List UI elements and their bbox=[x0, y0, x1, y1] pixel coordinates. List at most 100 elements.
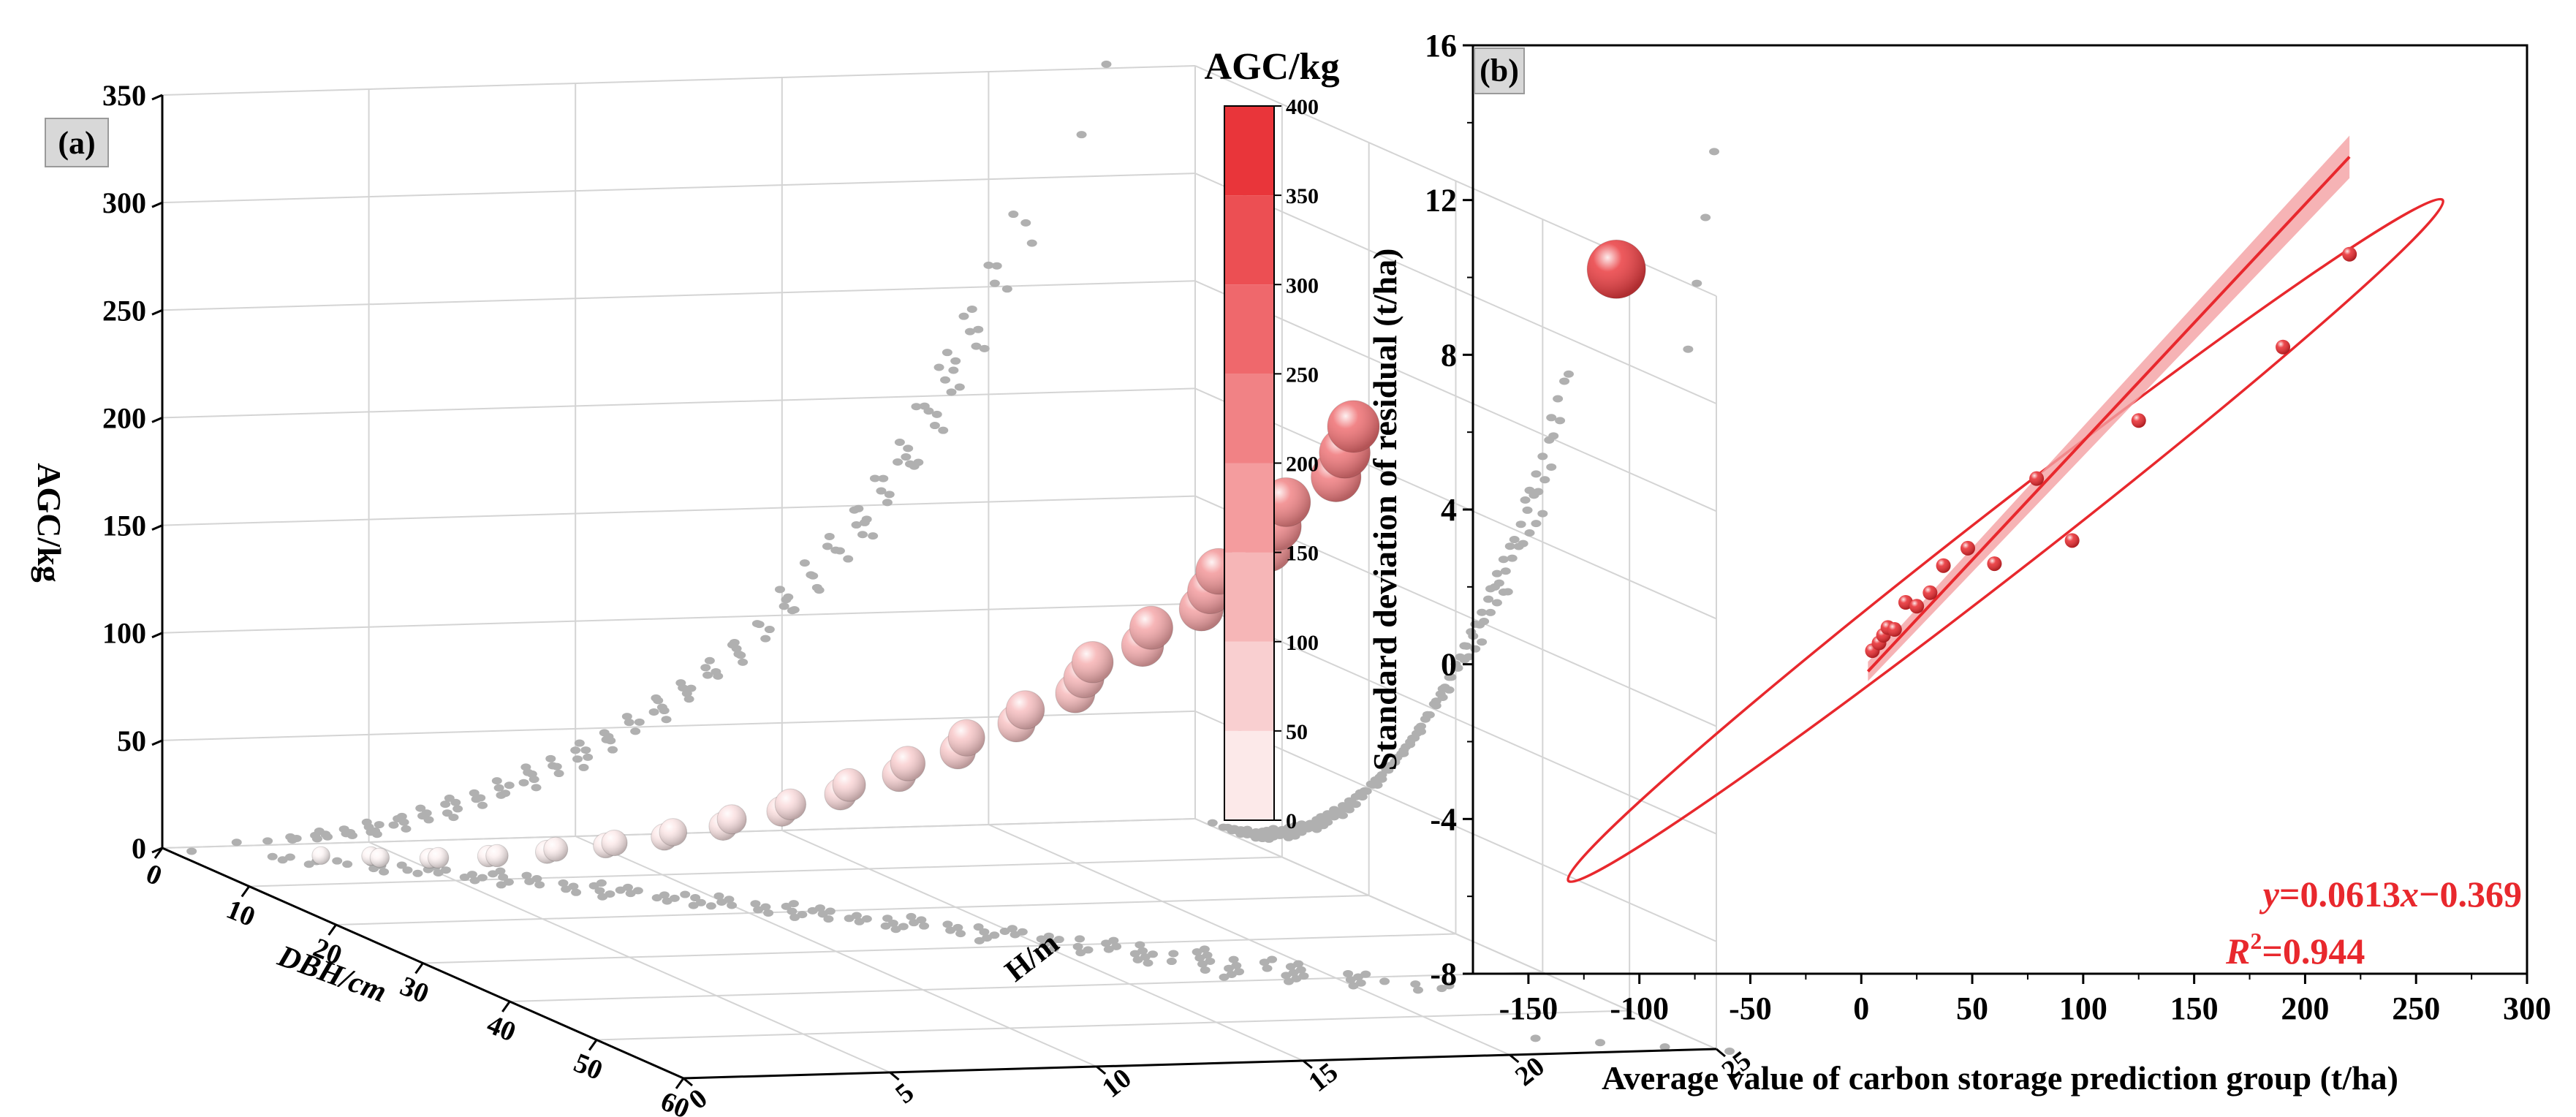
projection-point bbox=[440, 800, 451, 809]
bubble-shade bbox=[428, 847, 449, 868]
confidence-ellipse-path bbox=[1567, 197, 2445, 884]
projection-point bbox=[680, 890, 691, 898]
projection-point bbox=[621, 713, 632, 721]
projection-point bbox=[1539, 476, 1550, 484]
projection-point bbox=[1531, 520, 1542, 528]
projection-point bbox=[459, 873, 470, 881]
projection-point bbox=[1410, 980, 1421, 988]
projection-point bbox=[1228, 955, 1239, 963]
projection-point bbox=[1345, 976, 1356, 984]
projection-point bbox=[520, 763, 531, 771]
projection-point bbox=[1129, 950, 1140, 958]
bubble bbox=[427, 847, 450, 869]
projection-point bbox=[824, 532, 835, 540]
y-tick bbox=[683, 1077, 693, 1087]
projection-point bbox=[388, 821, 399, 829]
y-tick-label: 20 bbox=[1509, 1051, 1550, 1092]
x-tick bbox=[588, 1039, 598, 1051]
projection-point bbox=[876, 487, 887, 495]
bubble-shade bbox=[890, 746, 925, 781]
bubble bbox=[601, 829, 628, 857]
grid-line bbox=[988, 824, 1510, 1056]
projection-point bbox=[186, 847, 197, 855]
panel-a-bubbles bbox=[311, 239, 1646, 869]
projection-point bbox=[1409, 734, 1420, 742]
grid-line bbox=[575, 836, 1097, 1067]
projection-point bbox=[1020, 219, 1031, 227]
fit-line bbox=[1866, 156, 2351, 673]
z-tick-label: 350 bbox=[102, 79, 146, 112]
projection-point bbox=[787, 907, 798, 915]
bubble bbox=[832, 768, 866, 802]
projection-point bbox=[931, 410, 942, 418]
projection-point bbox=[750, 900, 761, 908]
projection-point bbox=[1219, 973, 1230, 981]
projection-point bbox=[1470, 645, 1481, 653]
data-point-shade bbox=[2064, 533, 2080, 548]
bubble-shade bbox=[717, 804, 747, 834]
data-point bbox=[1909, 599, 1925, 614]
x-tick-label: 250 bbox=[2392, 991, 2440, 1026]
projection-point bbox=[504, 781, 515, 790]
projection-point bbox=[781, 596, 792, 604]
projection-point bbox=[843, 555, 854, 563]
projection-point bbox=[787, 607, 798, 615]
projection-point bbox=[597, 893, 608, 901]
projection-point bbox=[1548, 432, 1559, 440]
projection-point bbox=[1338, 802, 1349, 810]
projection-point bbox=[534, 881, 545, 889]
y-tick bbox=[889, 1071, 900, 1081]
projection-point bbox=[578, 763, 589, 771]
colorbar-segment bbox=[1224, 195, 1274, 285]
projection-point bbox=[1461, 642, 1472, 650]
projection-point bbox=[1518, 539, 1528, 548]
projection-point bbox=[834, 547, 845, 555]
projection-point bbox=[553, 770, 564, 778]
projection-point bbox=[1515, 520, 1526, 529]
data-point-shade bbox=[2276, 339, 2291, 355]
colorbar-tick-label: 150 bbox=[1286, 542, 1319, 566]
projection-point bbox=[958, 312, 969, 320]
colorbar-segment bbox=[1224, 641, 1274, 731]
projection-point bbox=[1262, 964, 1273, 972]
data-point bbox=[2029, 471, 2045, 486]
projection-point bbox=[1376, 770, 1387, 779]
y-tick bbox=[1302, 1059, 1313, 1069]
projection-point bbox=[1101, 60, 1112, 68]
bubble-shade bbox=[1327, 400, 1379, 453]
projection-point bbox=[911, 403, 922, 411]
projection-point bbox=[779, 602, 789, 610]
projection-point bbox=[303, 860, 314, 868]
panel-b-label-text: (b) bbox=[1480, 53, 1519, 88]
projection-point bbox=[1344, 797, 1355, 805]
projection-point bbox=[1412, 986, 1423, 994]
projection-point bbox=[1504, 542, 1515, 550]
data-point bbox=[1898, 595, 1913, 610]
bubble-shade bbox=[659, 818, 687, 847]
projection-point bbox=[901, 453, 912, 461]
grid-line bbox=[509, 972, 1543, 1002]
projection-point bbox=[433, 869, 444, 876]
projection-point bbox=[929, 422, 940, 430]
x-tick bbox=[501, 1001, 511, 1012]
projection-point bbox=[979, 344, 990, 352]
projection-point bbox=[727, 641, 738, 649]
projection-point bbox=[524, 877, 535, 885]
colorbar-tick-label: 0 bbox=[1286, 809, 1297, 833]
projection-point bbox=[817, 910, 828, 918]
projection-point bbox=[854, 917, 865, 925]
projection-point bbox=[1491, 569, 1502, 578]
z-tick bbox=[151, 94, 163, 101]
z-axis-label: AGC/kg bbox=[31, 463, 68, 583]
grid-line bbox=[596, 1010, 1630, 1041]
projection-point bbox=[954, 383, 965, 391]
projection-point bbox=[1452, 664, 1463, 672]
colorbar: 0 50 100 150 200 250 300 350 400 bbox=[1224, 95, 1319, 833]
projection-point bbox=[738, 658, 749, 666]
projection-point bbox=[1259, 958, 1270, 966]
x-tick-label: 50 bbox=[1956, 991, 1988, 1026]
projection-point bbox=[1207, 819, 1218, 827]
projection-point bbox=[551, 762, 562, 770]
projection-point bbox=[277, 856, 288, 864]
